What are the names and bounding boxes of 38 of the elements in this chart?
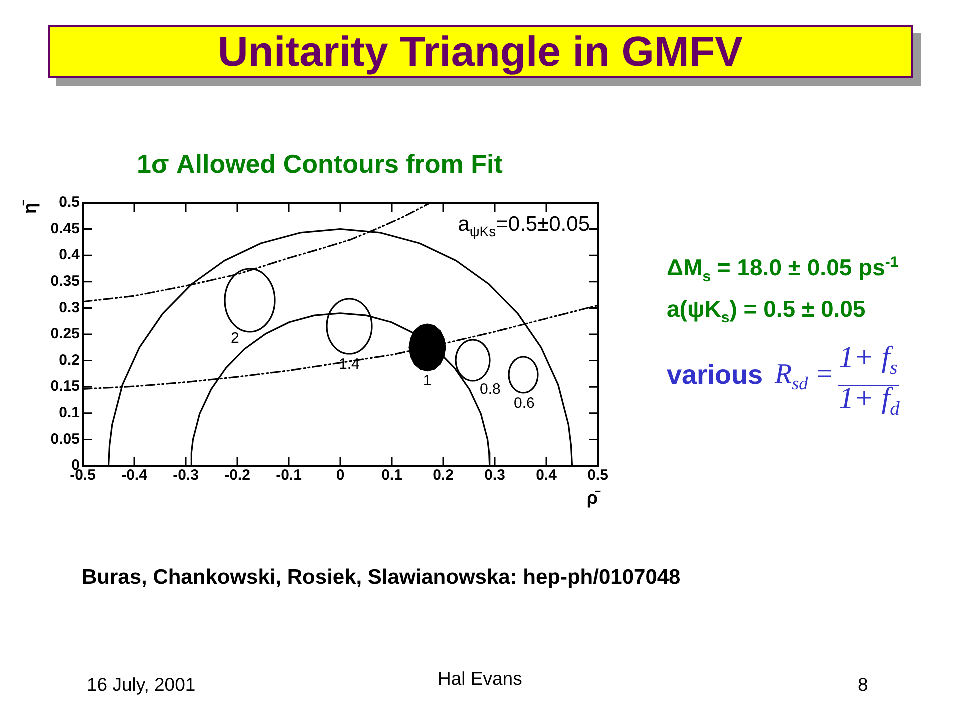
text: 1+ f$_{s}$	[839, 341, 898, 379]
y-tick-label: 0.25	[50, 326, 80, 343]
text: 8	[858, 674, 868, 696]
x-tick-label: -0.2	[224, 467, 250, 484]
x-tick-label: 0.3	[484, 467, 506, 484]
x-axis-title: ρ̄	[586, 488, 601, 508]
y-tick-label: 0.4	[59, 246, 81, 264]
y-tick-label: 0.1	[59, 404, 80, 422]
text: ΔM$_{s}$ = 18.0 ± 0.05 ps$^{-1}$	[667, 254, 899, 286]
x-tick-label: 0.5	[588, 467, 608, 484]
x-tick-label: -0.1	[276, 467, 302, 484]
text: Hal Evans	[438, 668, 522, 690]
text: 16 July, 2001	[87, 674, 196, 696]
y-axis-title: η̄	[20, 200, 40, 214]
y-tick-label: 0.45	[50, 220, 80, 238]
chart-subtitle: 1σ Allowed Contours from Fit	[137, 149, 503, 180]
x-tick-label: 0.1	[382, 467, 402, 484]
y-tick-label: 0.2	[59, 352, 80, 369]
x-tick-label: 0.4	[536, 467, 558, 484]
annotation: 2	[231, 330, 240, 347]
text: various	[667, 360, 764, 391]
text: 1+ f$_{d}$	[838, 382, 901, 422]
text: a(ψK$_{s}$) = 0.5 ± 0.05	[667, 296, 866, 327]
text: Buras, Chankowski, Rosiek, Slawianowska: hep-ph/0107048	[82, 566, 681, 590]
x-tick-label: 0	[336, 467, 345, 484]
chart-title: Unitarity Triangle in GMFV	[48, 25, 913, 78]
series-label: 1	[423, 372, 432, 390]
y-tick-label: 0.5	[59, 194, 80, 212]
x-tick-label: 0.2	[433, 467, 454, 484]
annotation: 0.8	[480, 381, 501, 398]
y-tick-label: 0.05	[50, 430, 80, 448]
text: R$_{sd}$ =	[775, 359, 834, 395]
annotation: 0.6	[514, 395, 535, 412]
y-tick-label: 0.3	[59, 299, 80, 316]
y-tick-label: 0.35	[50, 273, 80, 290]
x-tick-label: -0.4	[122, 467, 148, 484]
x-tick-label: -0.3	[173, 467, 199, 484]
y-tick-label: 0.15	[50, 378, 80, 396]
